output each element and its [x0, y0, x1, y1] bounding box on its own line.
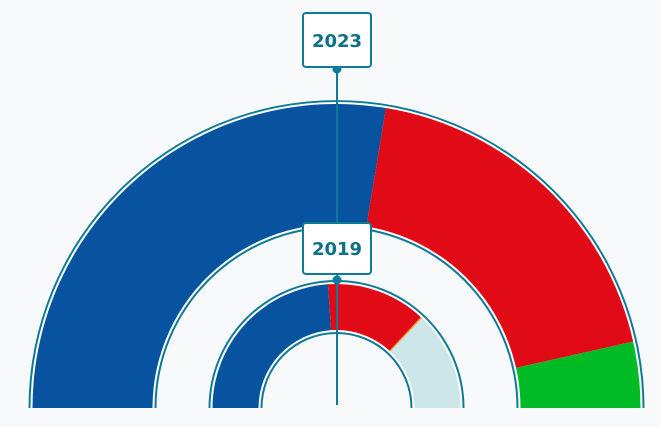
year-2023-text: 2023 [312, 31, 362, 52]
segment-2023-red[interactable] [366, 108, 634, 368]
year-2019-text: 2019 [312, 239, 362, 260]
year-callouts: 2023 2019 [302, 12, 372, 405]
outer-semicircle-2023 [28, 100, 645, 409]
segment-2019-lightblue[interactable] [390, 318, 461, 408]
segment-2019-orange[interactable] [389, 317, 422, 352]
callout-dot-2019 [332, 275, 342, 285]
segment-2023-blue[interactable] [32, 103, 386, 408]
year-box-2023 [302, 12, 372, 68]
inner-semicircle-2019 [208, 280, 465, 408]
segment-2019-red[interactable] [327, 284, 421, 351]
year-label-2019[interactable]: 2019 [302, 222, 372, 275]
year-box-2019 [302, 222, 372, 275]
segment-2019-blue[interactable] [212, 284, 332, 408]
segment-2023-green[interactable] [516, 341, 641, 408]
year-label-2023[interactable]: 2023 [302, 12, 372, 68]
